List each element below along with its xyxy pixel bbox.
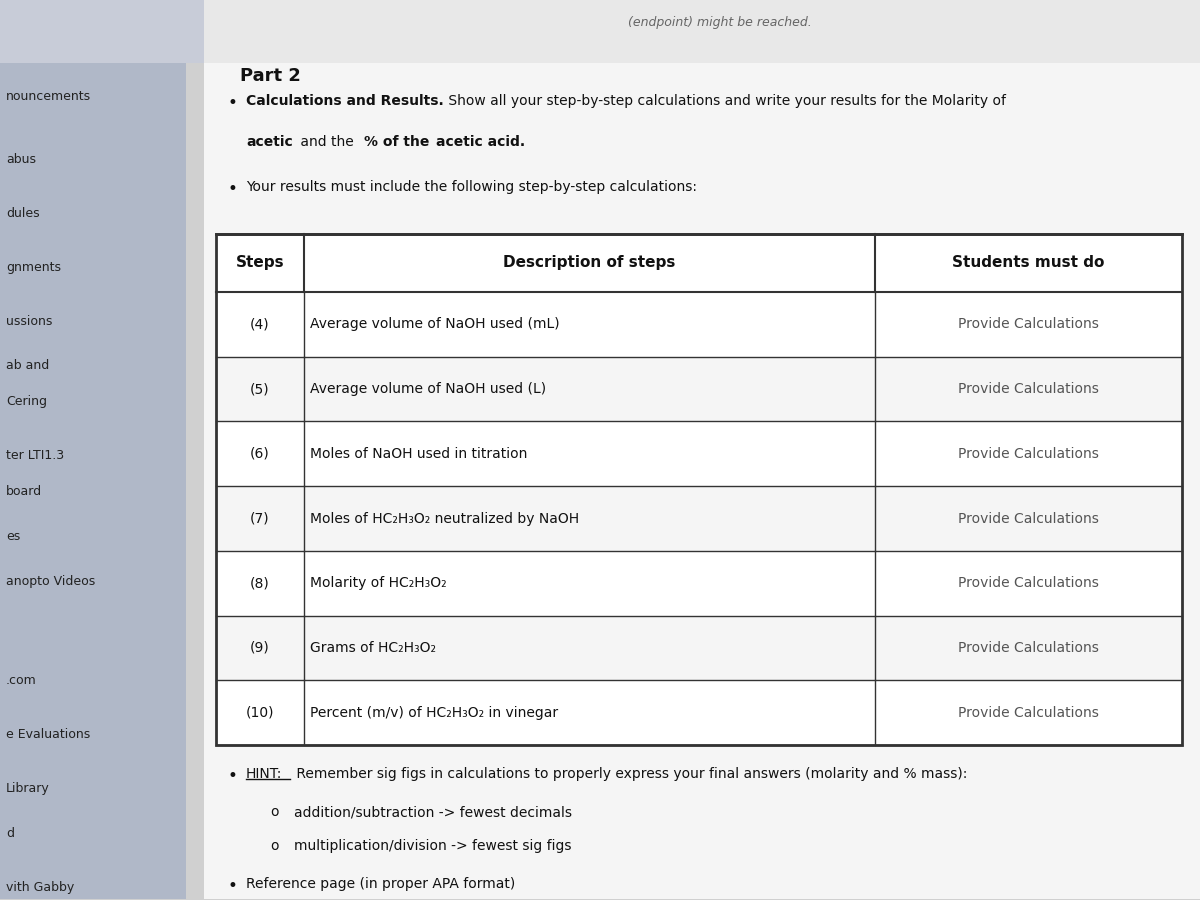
Text: (10): (10) [246,706,274,720]
Text: Reference page (in proper APA format): Reference page (in proper APA format) [246,878,515,891]
FancyBboxPatch shape [216,486,1182,551]
Text: (6): (6) [250,446,270,461]
Text: addition/subtraction -> fewest decimals: addition/subtraction -> fewest decimals [294,806,572,819]
Text: (9): (9) [250,641,270,655]
Text: Provide Calculations: Provide Calculations [958,382,1099,396]
Text: Provide Calculations: Provide Calculations [958,446,1099,461]
Text: HINT:: HINT: [246,768,282,781]
FancyBboxPatch shape [216,616,1182,680]
Text: acetic acid.: acetic acid. [436,135,524,148]
Text: Moles of HC₂H₃O₂ neutralized by NaOH: Moles of HC₂H₃O₂ neutralized by NaOH [310,511,578,526]
Text: Provide Calculations: Provide Calculations [958,706,1099,720]
Text: Part 2: Part 2 [240,68,301,86]
Text: Provide Calculations: Provide Calculations [958,576,1099,590]
FancyBboxPatch shape [0,0,204,63]
Text: Grams of HC₂H₃O₂: Grams of HC₂H₃O₂ [310,641,436,655]
Text: Provide Calculations: Provide Calculations [958,641,1099,655]
Text: anopto Videos: anopto Videos [6,575,95,588]
Text: es: es [6,530,20,544]
Text: ussions: ussions [6,314,53,328]
Text: •: • [228,878,238,896]
Text: vith Gabby: vith Gabby [6,881,74,894]
FancyBboxPatch shape [0,0,186,898]
Text: •: • [228,768,238,786]
Text: Students must do: Students must do [952,256,1104,270]
Text: Provide Calculations: Provide Calculations [958,511,1099,526]
Text: d: d [6,827,14,840]
Text: Steps: Steps [235,256,284,270]
Text: •: • [228,180,238,198]
FancyBboxPatch shape [216,551,1182,616]
Text: Average volume of NaOH used (L): Average volume of NaOH used (L) [310,382,546,396]
Text: (endpoint) might be reached.: (endpoint) might be reached. [628,16,812,29]
Text: dules: dules [6,207,40,220]
Text: me: me [6,27,26,40]
FancyBboxPatch shape [216,234,1182,745]
Text: Percent (m/v) of HC₂H₃O₂ in vinegar: Percent (m/v) of HC₂H₃O₂ in vinegar [310,706,558,720]
Text: ter LTI1.3: ter LTI1.3 [6,449,64,463]
Text: (4): (4) [250,318,270,331]
Text: Moles of NaOH used in titration: Moles of NaOH used in titration [310,446,527,461]
Text: (7): (7) [250,511,270,526]
Text: o: o [270,806,278,819]
Text: .com: .com [6,674,37,687]
Text: Description of steps: Description of steps [503,256,676,270]
FancyBboxPatch shape [216,292,1182,356]
Text: (5): (5) [250,382,270,396]
Text: Cering: Cering [6,395,47,409]
FancyBboxPatch shape [204,0,1200,63]
Text: multiplication/division -> fewest sig figs: multiplication/division -> fewest sig fi… [294,840,571,853]
Text: board: board [6,485,42,499]
Text: and the: and the [296,135,359,148]
FancyBboxPatch shape [216,680,1182,745]
Text: Your results must include the following step-by-step calculations:: Your results must include the following … [246,180,697,194]
FancyBboxPatch shape [216,356,1182,421]
FancyBboxPatch shape [204,0,1200,898]
Text: acetic: acetic [246,135,293,148]
Text: Provide Calculations: Provide Calculations [958,318,1099,331]
Text: •: • [228,94,238,112]
FancyBboxPatch shape [216,421,1182,486]
Text: e Evaluations: e Evaluations [6,728,90,741]
Text: Remember sig figs in calculations to properly express your final answers (molari: Remember sig figs in calculations to pro… [292,768,967,781]
Text: o: o [270,840,278,853]
Text: Library: Library [6,782,49,795]
Text: Show all your step-by-step calculations and write your results for the Molarity : Show all your step-by-step calculations … [444,94,1006,108]
Text: Molarity of HC₂H₃O₂: Molarity of HC₂H₃O₂ [310,576,446,590]
Text: gnments: gnments [6,261,61,274]
Text: ab and: ab and [6,359,49,373]
Text: (8): (8) [250,576,270,590]
Text: abus: abus [6,153,36,166]
Text: % of the: % of the [364,135,428,148]
Text: nouncements: nouncements [6,90,91,103]
Text: Calculations and Results.: Calculations and Results. [246,94,444,108]
Text: Average volume of NaOH used (mL): Average volume of NaOH used (mL) [310,318,559,331]
